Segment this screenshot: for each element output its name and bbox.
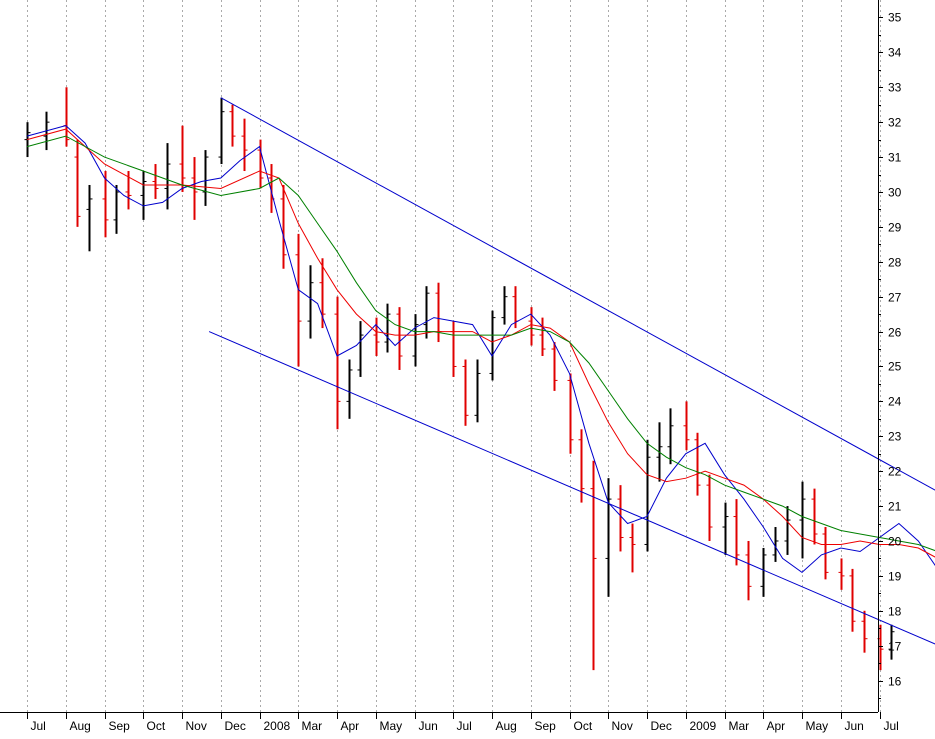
y-tick-label: 26 — [888, 326, 902, 340]
x-tick-label: Dec — [225, 719, 246, 733]
y-axis: 16 17 18 19 20 21 22 23 24 25 26 27 28 29 30 31 32 33 34 35 — [878, 11, 902, 699]
x-axis: Jul Aug Sep Oct Nov Dec 2008 Mar Apr May Jun Jul Aug… — [27, 712, 899, 733]
y-tick-label: 19 — [888, 570, 902, 584]
y-tick-label: 23 — [888, 430, 902, 444]
y-tick-label: 21 — [888, 500, 902, 514]
x-tick-label: Apr — [767, 719, 786, 733]
y-tick-label: 31 — [888, 151, 902, 165]
x-tick-label: May — [380, 719, 403, 733]
y-tick-label: 30 — [888, 186, 902, 200]
x-tick-label: Aug — [496, 719, 517, 733]
y-tick-label: 32 — [888, 116, 902, 130]
y-tick-label: 25 — [888, 360, 902, 374]
series-line-upper-channel-line — [220, 97, 935, 491]
series-line-long-moving-average — [26, 135, 935, 552]
y-tick-label: 33 — [888, 81, 902, 95]
x-tick-label: Nov — [612, 719, 633, 733]
x-tick-label: Jul — [31, 719, 46, 733]
x-tick-label: Jul — [884, 719, 899, 733]
y-tick-label: 28 — [888, 256, 902, 270]
series-line-short-moving-average — [26, 125, 935, 574]
x-tick-label: Oct — [147, 719, 166, 733]
x-tick-label: Oct — [574, 719, 593, 733]
y-tick-label: 34 — [888, 46, 902, 60]
x-tick-label: Sep — [109, 719, 131, 733]
series-lines — [26, 97, 935, 645]
y-tick-label: 27 — [888, 291, 902, 305]
x-tick-label: 2009 — [690, 719, 717, 733]
y-tick-label: 17 — [888, 640, 902, 654]
series-line-lower-channel-line — [208, 331, 935, 645]
x-tick-label: Dec — [651, 719, 672, 733]
x-tick-label: Jun — [845, 719, 864, 733]
x-tick-label: Nov — [186, 719, 207, 733]
plot-background — [0, 0, 878, 712]
y-tick-label: 35 — [888, 11, 902, 25]
x-tick-label: Aug — [70, 719, 91, 733]
y-tick-label: 22 — [888, 465, 902, 479]
x-tick-label: Sep — [535, 719, 557, 733]
x-tick-label: Apr — [341, 719, 360, 733]
x-tick-label: 2008 — [264, 719, 291, 733]
y-tick-label: 24 — [888, 395, 902, 409]
y-tick-label: 18 — [888, 605, 902, 619]
x-tick-label: Mar — [302, 719, 323, 733]
y-tick-label: 29 — [888, 221, 902, 235]
x-tick-label: Jun — [419, 719, 438, 733]
x-tick-label: May — [806, 719, 829, 733]
y-tick-label: 16 — [888, 675, 902, 689]
y-tick-label: 20 — [888, 535, 902, 549]
x-tick-label: Jul — [457, 719, 472, 733]
x-tick-label: Mar — [729, 719, 750, 733]
